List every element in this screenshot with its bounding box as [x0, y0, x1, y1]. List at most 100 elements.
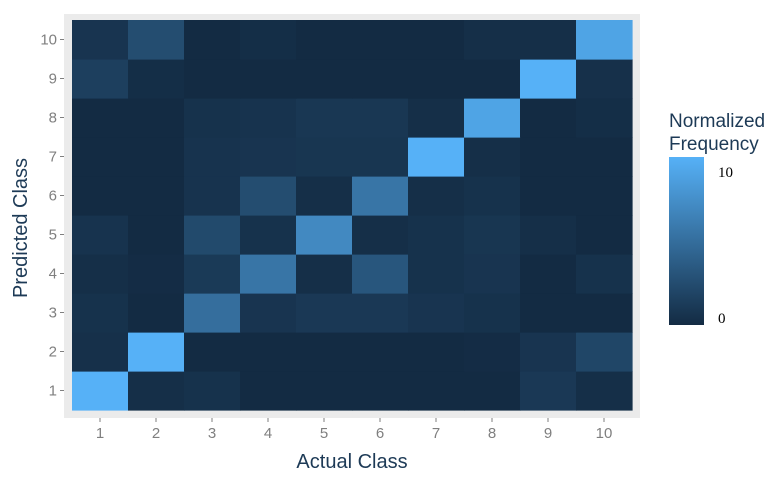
heatmap-cell	[72, 176, 129, 216]
y-tick-label: 2	[49, 344, 57, 361]
color-legend: Normalized Frequency 10 0	[669, 111, 765, 327]
heatmap-cell	[240, 254, 297, 294]
heatmap-cell	[128, 137, 185, 177]
x-tick-label: 2	[152, 425, 160, 442]
x-tick-label: 6	[376, 425, 384, 442]
heatmap-cell	[296, 254, 353, 294]
heatmap-cell	[408, 176, 465, 216]
heatmap-cell	[184, 137, 241, 177]
heatmap-cell	[352, 332, 409, 372]
heatmap-cell	[576, 215, 633, 255]
heatmap-cell	[464, 20, 521, 60]
heatmap-cell	[520, 254, 577, 294]
heatmap-cell	[184, 254, 241, 294]
heatmap-cell	[72, 293, 129, 333]
heatmap-cell	[464, 137, 521, 177]
legend-label-low: 0	[718, 311, 726, 327]
heatmap-cell	[576, 98, 633, 138]
legend-label-high: 10	[718, 165, 733, 181]
heatmap-cell	[128, 332, 185, 372]
heatmap-cell	[296, 98, 353, 138]
heatmap-cell	[464, 59, 521, 99]
heatmap-cell	[184, 371, 241, 411]
heatmap-cell	[128, 293, 185, 333]
heatmap-cell	[184, 332, 241, 372]
heatmap-cell	[296, 332, 353, 372]
heatmap-cell	[128, 371, 185, 411]
heatmap-cell	[240, 137, 297, 177]
heatmap-cell	[520, 371, 577, 411]
heatmap-cell	[72, 98, 129, 138]
x-tick-label: 9	[544, 425, 552, 442]
heatmap-cell	[352, 137, 409, 177]
legend-title-line-1: Normalized	[669, 111, 765, 132]
heatmap-cell	[408, 59, 465, 99]
heatmap-cell	[520, 293, 577, 333]
heatmap-cell	[408, 20, 465, 60]
x-tick-label: 10	[596, 425, 613, 442]
heatmap-cell	[352, 254, 409, 294]
x-tick-label: 3	[208, 425, 216, 442]
heatmap-cell	[128, 215, 185, 255]
heatmap-cell	[72, 254, 129, 294]
y-tick-label: 6	[49, 188, 57, 205]
heatmap-cell	[464, 293, 521, 333]
y-tick-label: 4	[49, 266, 57, 283]
heatmap-cell	[72, 215, 129, 255]
x-axis-title: Actual Class	[296, 451, 407, 473]
heatmap-cell	[352, 293, 409, 333]
heatmap-cell	[352, 20, 409, 60]
heatmap-cells	[72, 20, 633, 411]
heatmap-cell	[520, 332, 577, 372]
heatmap-cell	[408, 332, 465, 372]
heatmap-cell	[464, 371, 521, 411]
heatmap-cell	[240, 59, 297, 99]
legend-title-line-2: Frequency	[669, 134, 759, 155]
heatmap-cell	[240, 20, 297, 60]
heatmap-cell	[520, 176, 577, 216]
y-tick-label: 9	[49, 71, 57, 88]
heatmap-cell	[352, 98, 409, 138]
heatmap-cell	[296, 371, 353, 411]
x-tick-label: 7	[432, 425, 440, 442]
heatmap-cell	[352, 371, 409, 411]
heatmap-cell	[128, 254, 185, 294]
x-axis-ticks: 1 2 3 4 5 6 7 8 9 10	[96, 418, 613, 442]
heatmap-cell	[184, 293, 241, 333]
heatmap-cell	[408, 293, 465, 333]
heatmap-cell	[520, 20, 577, 60]
heatmap-cell	[72, 59, 129, 99]
y-tick-label: 8	[49, 110, 57, 127]
heatmap-cell	[464, 254, 521, 294]
heatmap-cell	[240, 176, 297, 216]
heatmap-cell	[72, 371, 129, 411]
y-tick-label: 10	[40, 32, 57, 49]
heatmap-cell	[408, 371, 465, 411]
heatmap-cell	[184, 59, 241, 99]
heatmap-cell	[184, 98, 241, 138]
heatmap-cell	[520, 215, 577, 255]
y-tick-label: 7	[49, 149, 57, 166]
y-axis-ticks: 1 2 3 4 5 6 7 8 9 10	[40, 32, 64, 400]
heatmap-cell	[296, 176, 353, 216]
heatmap-cell	[464, 98, 521, 138]
heatmap-cell	[184, 215, 241, 255]
heatmap-cell	[408, 137, 465, 177]
x-tick-label: 5	[320, 425, 328, 442]
heatmap-cell	[72, 137, 129, 177]
heatmap-cell	[296, 293, 353, 333]
heatmap-cell	[520, 98, 577, 138]
heatmap-cell	[576, 371, 633, 411]
heatmap-cell	[240, 215, 297, 255]
heatmap-cell	[520, 59, 577, 99]
heatmap-cell	[128, 59, 185, 99]
heatmap-cell	[408, 98, 465, 138]
x-tick-label: 8	[488, 425, 496, 442]
heatmap-cell	[240, 293, 297, 333]
x-tick-label: 1	[96, 425, 104, 442]
heatmap-cell	[184, 20, 241, 60]
heatmap-cell	[352, 215, 409, 255]
heatmap-cell	[464, 215, 521, 255]
heatmap-cell	[128, 20, 185, 60]
heatmap-cell	[128, 98, 185, 138]
